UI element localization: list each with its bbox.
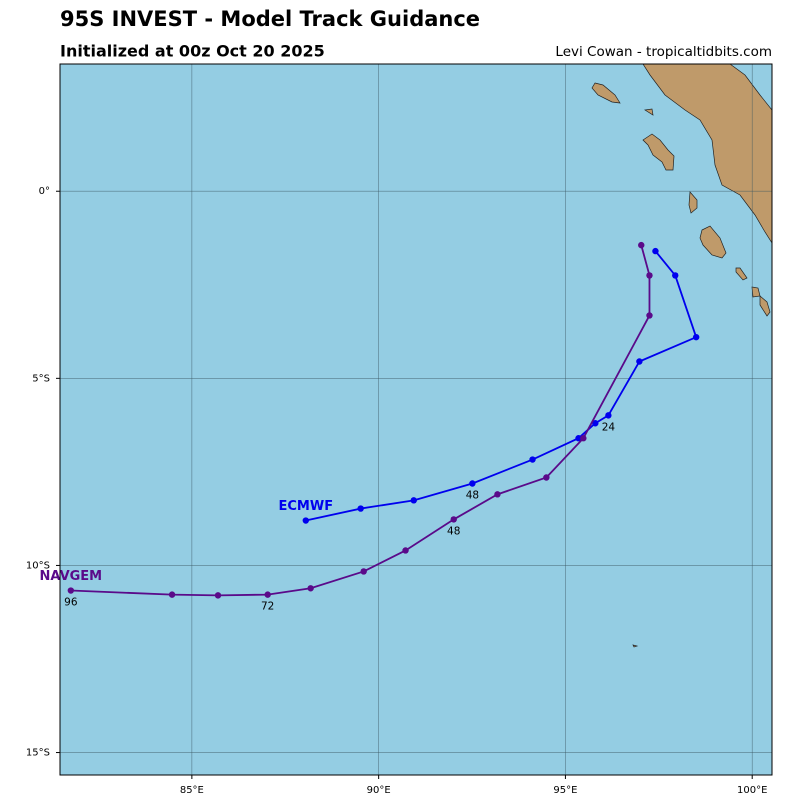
land [591, 64, 772, 648]
track-point [307, 585, 314, 592]
model-name: NAVGEM [40, 569, 103, 584]
track-point [529, 456, 536, 463]
y-tick-label: 5°S [32, 373, 50, 384]
grid [56, 64, 772, 779]
track-point [652, 247, 659, 255]
x-tick-label: 95°E [553, 785, 577, 796]
model-name: ECMWF [279, 499, 334, 514]
track-point [450, 516, 457, 523]
x-tick-label: 90°E [367, 785, 391, 796]
track-point [646, 272, 653, 279]
track-point [494, 491, 501, 498]
y-tick-label: 10°S [26, 560, 50, 571]
track-point [580, 435, 587, 442]
track-line [70, 244, 651, 597]
x-tick-label: 100°E [737, 785, 767, 796]
title: 95S INVEST - Model Track Guidance [60, 7, 480, 31]
track-point [402, 547, 409, 554]
track-point [646, 312, 653, 319]
y-tick-label: 15°S [26, 748, 50, 759]
hour-label: 24 [602, 421, 616, 433]
hour-label: 48 [466, 489, 479, 501]
track-point [672, 272, 679, 279]
frame [59, 63, 773, 776]
hour-label: 96 [64, 597, 78, 609]
track-point [543, 474, 550, 481]
track-point [168, 591, 176, 598]
hour-label: 48 [447, 525, 460, 537]
credit: Levi Cowan - tropicaltidbits.com [555, 44, 772, 60]
tracks: 24 48 ECMWF 48 72 96 NAVGEM [40, 241, 700, 613]
track-point [469, 480, 476, 487]
track-point [360, 568, 367, 575]
track-point [357, 505, 364, 512]
track-point [636, 358, 643, 365]
track-point [692, 333, 700, 341]
track-point [605, 412, 612, 419]
y-tick-label: 0° [39, 186, 50, 197]
track-point [67, 587, 75, 594]
track-point [302, 517, 310, 524]
hour-label: 72 [261, 601, 274, 613]
track-point [264, 591, 271, 598]
track-point [638, 241, 645, 249]
track-point [214, 592, 222, 599]
x-tick-label: 85°E [180, 785, 204, 796]
track-point [592, 420, 599, 427]
subtitle: Initialized at 00z Oct 20 2025 [60, 42, 325, 61]
ocean [60, 64, 772, 775]
track-point [575, 435, 582, 442]
track-point [410, 497, 417, 504]
